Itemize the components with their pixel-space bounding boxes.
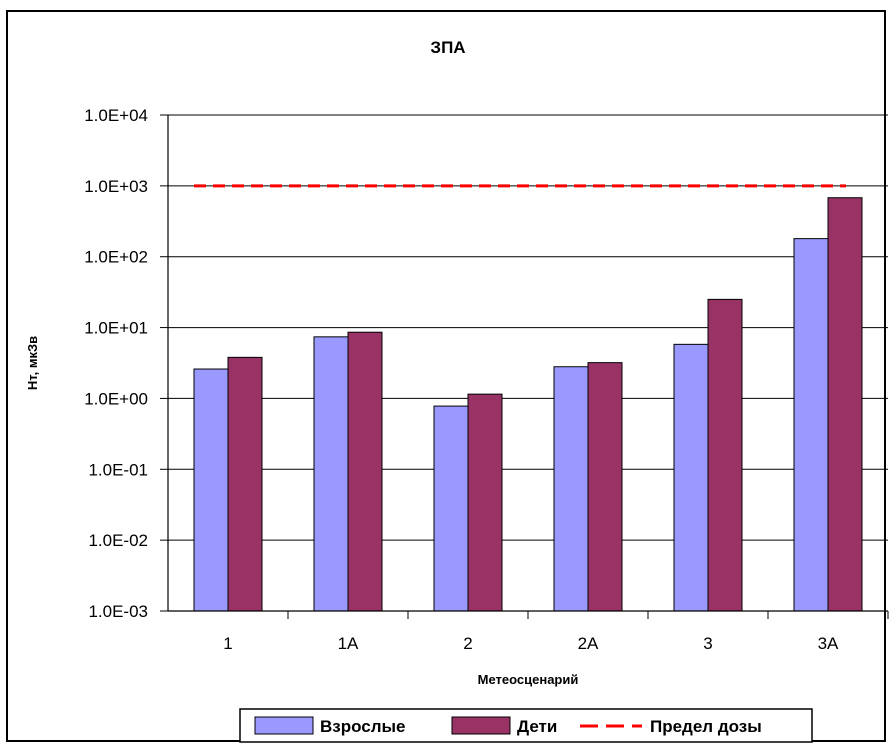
legend-box (239, 708, 813, 743)
legend-swatch-children (451, 716, 511, 735)
y-tick-label: 1.0E+01 (84, 319, 148, 338)
y-tick-label: 1.0E+03 (84, 177, 148, 196)
x-tick-label: 1А (338, 634, 359, 653)
chart-title: ЗПА (430, 38, 465, 57)
y-tick-label: 1.0E-01 (88, 460, 148, 479)
y-tick-labels: 1.0E-03 1.0E-02 1.0E-01 1.0E+00 1.0E+01 1.0E+… (84, 106, 148, 621)
bar-adults (793, 238, 829, 612)
bar-adults (553, 366, 589, 612)
axes (167, 115, 889, 619)
legend-label-children: Дети (517, 717, 557, 736)
gridlines (160, 114, 888, 612)
y-tick-label: 1.0E+02 (84, 248, 148, 267)
x-tick-label: 2А (578, 634, 599, 653)
y-tick-label: 1.0E+04 (84, 106, 148, 125)
legend-label-adults: Взрослые (320, 717, 406, 736)
y-tick-label: 1.0E-03 (88, 602, 148, 621)
x-tick-label: 1 (223, 634, 232, 653)
y-tick-label: 1.0E+00 (84, 389, 148, 408)
x-tick-labels: 1 1А 2 2А 3 3А (223, 634, 839, 653)
legend-label-dose-limit: Предел дозы (650, 717, 762, 736)
bars (193, 197, 863, 612)
x-tick-label: 2 (463, 634, 472, 653)
y-axis-label: Нт, мкЗв (25, 336, 40, 390)
legend-swatch-adults (254, 716, 314, 735)
bar-adults (193, 368, 229, 612)
x-tick-label: 3 (703, 634, 712, 653)
bar-children (707, 298, 743, 612)
bar-children (827, 197, 863, 612)
bar-adults (433, 405, 469, 612)
bar-children (227, 356, 263, 612)
bar-children (587, 362, 623, 612)
bar-adults (313, 336, 349, 612)
x-axis-label: Метеосценарий (478, 672, 579, 687)
y-tick-label: 1.0E-02 (88, 531, 148, 550)
x-tick-label: 3А (818, 634, 839, 653)
legend: Взрослые Дети Предел дозы (239, 708, 813, 743)
bar-children (347, 331, 383, 612)
bar-children (467, 393, 503, 612)
bar-adults (673, 343, 709, 612)
